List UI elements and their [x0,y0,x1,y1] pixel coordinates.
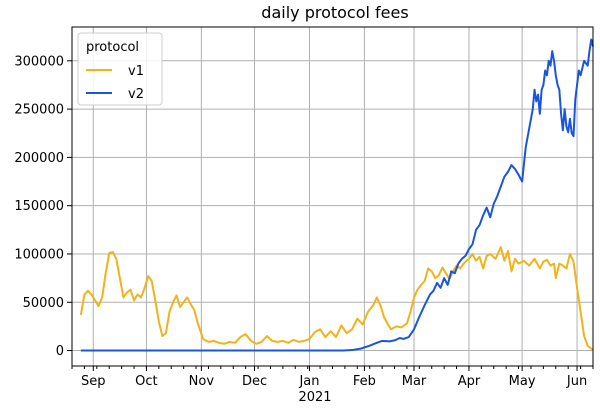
y-tick-label: 50000 [23,296,64,311]
x-tick-label: Dec [242,374,267,389]
axes: 0 50000 100000 150000 200000 250000 300000 Sep O… [14,54,594,389]
x-tick-label: Jan [298,374,319,389]
grid [72,27,593,366]
x-tick-label: Mar [402,374,427,389]
series-line-v1 [79,246,594,351]
series-line-v2 [80,38,594,352]
chart-title: daily protocol fees [261,3,408,22]
x-year-label: 2021 [298,390,331,405]
legend-label-v2: v2 [128,87,144,102]
y-tick-label: 100000 [14,247,64,262]
y-tick-label: 250000 [14,103,64,118]
y-tick-label: 300000 [14,54,64,69]
x-tick-label: Apr [458,374,481,389]
x-tick-label: Oct [135,374,157,389]
legend-label-v1: v1 [128,64,144,79]
y-tick-label: 0 [56,344,64,359]
legend: protocol v1 v2 [77,32,163,106]
x-tick-label: Sep [81,374,106,389]
x-tick-label: May [509,374,536,389]
legend-box [77,32,163,106]
x-tick-label: Jun [566,374,587,389]
y-tick-label: 200000 [14,151,64,166]
series-layer [79,38,594,352]
x-tick-label: Feb [353,374,376,389]
x-tick-label: Nov [189,374,215,389]
legend-title: protocol [86,40,139,55]
y-tick-label: 150000 [14,199,64,214]
